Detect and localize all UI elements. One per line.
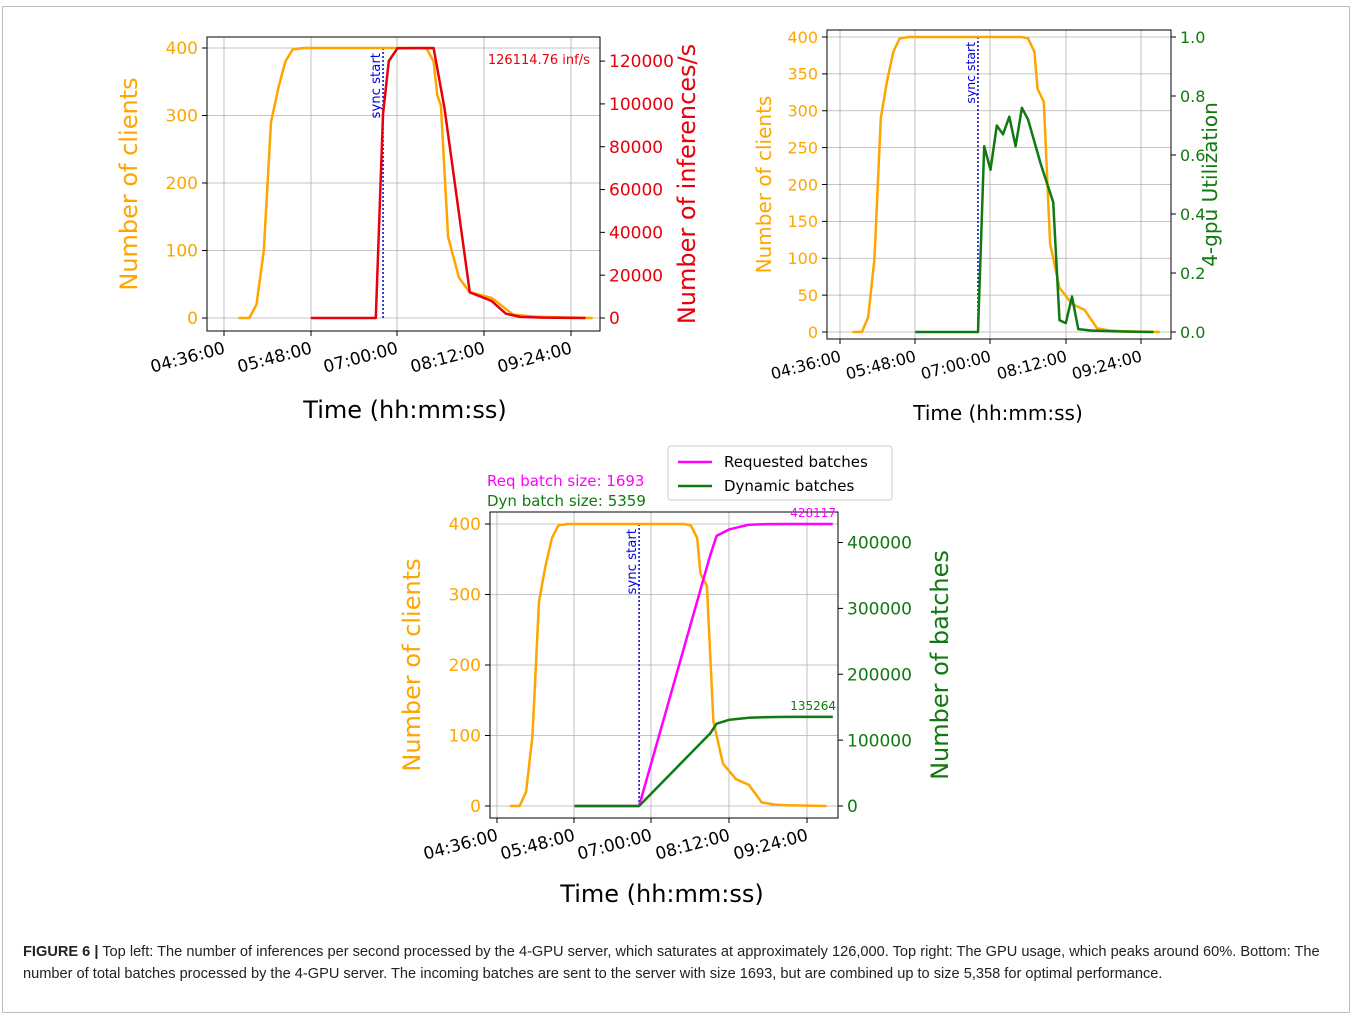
left-tick-label: 300 xyxy=(449,586,481,606)
x-tick-label: 09:24:00 xyxy=(1070,347,1144,384)
right-tick-label: 80000 xyxy=(609,138,663,158)
right-axis-label: Number of inferences/s xyxy=(673,44,701,324)
dyn-batch-size-text: Dyn batch size: 5359 xyxy=(487,492,646,510)
x-tick-label: 09:24:00 xyxy=(495,339,574,378)
legend: Requested batches Dynamic batches xyxy=(667,445,893,501)
x-tick-label: 08:12:00 xyxy=(995,347,1069,384)
right-tick-label: 120000 xyxy=(609,52,674,72)
left-tick-label: 100 xyxy=(787,249,818,268)
right-tick-label: 60000 xyxy=(609,181,663,201)
annotation-label: 135264 xyxy=(790,699,836,713)
left-tick-label: 200 xyxy=(787,175,818,194)
left-tick-label: 400 xyxy=(166,39,198,59)
right-tick-label: 40000 xyxy=(609,223,663,243)
right-axis-label: 4-gpu Utilization xyxy=(1198,102,1222,267)
sync-start-label: sync start xyxy=(963,42,978,104)
right-tick-label: 100000 xyxy=(609,95,674,115)
left-axis-label: Number of clients xyxy=(115,77,143,290)
grid xyxy=(827,30,1171,339)
right-tick-label: 1.0 xyxy=(1180,28,1205,47)
left-tick-label: 400 xyxy=(787,28,818,47)
figure-frame xyxy=(2,6,1350,1013)
grid xyxy=(207,37,600,331)
x-tick-label: 04:36:00 xyxy=(769,347,843,384)
left-tick-label: 400 xyxy=(449,515,481,535)
left-tick-label: 50 xyxy=(798,286,818,305)
legend-box xyxy=(667,445,893,501)
series-line-0 xyxy=(852,35,1160,334)
x-tick-label: 05:48:00 xyxy=(498,826,577,865)
right-tick-label: 100000 xyxy=(847,731,912,751)
annotation-label: 428117 xyxy=(790,506,836,520)
annotation-label: 126114.76 inf/s xyxy=(488,53,590,68)
left-tick-label: 0 xyxy=(187,309,198,329)
right-tick-label: 0 xyxy=(609,309,620,329)
right-tick-label: 0.6 xyxy=(1180,146,1205,165)
x-axis-label: Time (hh:mm:ss) xyxy=(559,880,763,908)
x-tick-label: 09:24:00 xyxy=(731,826,810,865)
right-tick-label: 0.2 xyxy=(1180,264,1205,283)
x-tick-label: 07:00:00 xyxy=(321,339,400,378)
left-tick-label: 0 xyxy=(808,323,818,342)
legend-label: Dynamic batches xyxy=(724,477,854,495)
left-tick-label: 150 xyxy=(787,212,818,231)
chart-inferences: 0 100 200 300 400 0 20000 40000 60000 80000 100000… xyxy=(115,36,701,424)
right-axis-label: Number of batches xyxy=(926,550,954,780)
figure-canvas: 0100200300400020000400006000080000100000… xyxy=(115,28,1222,908)
series-line-0 xyxy=(509,522,827,808)
x-tick-label: 07:00:00 xyxy=(919,347,993,384)
left-axis-label: Number of clients xyxy=(398,558,426,771)
chart-gpu-utilization: 0 50 100 150 200 250 300 350 400 0.0 0.2 0.4 0.6 0.8 1… xyxy=(752,28,1222,425)
right-tick-label: 300000 xyxy=(847,600,912,620)
figure-caption: FIGURE 6 | Top left: The number of infer… xyxy=(23,942,1333,985)
sync-start-label: sync start xyxy=(625,529,640,595)
left-tick-label: 300 xyxy=(787,102,818,121)
series-line-1 xyxy=(574,522,833,808)
right-tick-label: 200000 xyxy=(847,665,912,685)
right-tick-label: 0.8 xyxy=(1180,87,1205,106)
left-tick-label: 250 xyxy=(787,138,818,157)
left-tick-label: 100 xyxy=(166,242,198,262)
chart-batches: 0 100 200 300 400 0 100000 200000 300000 400000 04… xyxy=(398,445,954,908)
x-tick-label: 04:36:00 xyxy=(421,826,500,865)
x-tick-label: 05:48:00 xyxy=(844,347,918,384)
left-tick-label: 350 xyxy=(787,65,818,84)
left-tick-label: 300 xyxy=(166,107,198,127)
left-axis-label: Number of clients xyxy=(752,96,776,274)
x-axis-label: Time (hh:mm:ss) xyxy=(912,401,1083,425)
series-line-2 xyxy=(574,715,833,808)
x-tick-label: 08:12:00 xyxy=(408,339,487,378)
right-tick-label: 0.4 xyxy=(1180,205,1205,224)
left-tick-label: 200 xyxy=(166,174,198,194)
req-batch-size-text: Req batch size: 1693 xyxy=(487,472,644,490)
x-axis-label: Time (hh:mm:ss) xyxy=(302,396,506,424)
right-tick-label: 20000 xyxy=(609,266,663,286)
left-tick-label: 100 xyxy=(449,727,481,747)
grid xyxy=(490,512,838,818)
left-tick-label: 0 xyxy=(470,797,481,817)
x-tick-label: 07:00:00 xyxy=(575,826,654,865)
sync-start-label: sync start xyxy=(369,53,384,119)
right-tick-label: 0.0 xyxy=(1180,323,1205,342)
caption-text: Top left: The number of inferences per s… xyxy=(23,944,1320,982)
x-tick-label: 08:12:00 xyxy=(653,826,732,865)
legend-label: Requested batches xyxy=(724,453,868,471)
plot-frame xyxy=(206,36,601,332)
x-tick-label: 04:36:00 xyxy=(148,339,227,378)
series-line-1 xyxy=(915,106,1154,334)
left-tick-label: 200 xyxy=(449,656,481,676)
x-tick-label: 05:48:00 xyxy=(235,339,314,378)
right-tick-label: 400000 xyxy=(847,534,912,554)
caption-label: FIGURE 6 | xyxy=(23,944,99,960)
series-line-1 xyxy=(310,46,586,320)
right-tick-label: 0 xyxy=(847,797,858,817)
